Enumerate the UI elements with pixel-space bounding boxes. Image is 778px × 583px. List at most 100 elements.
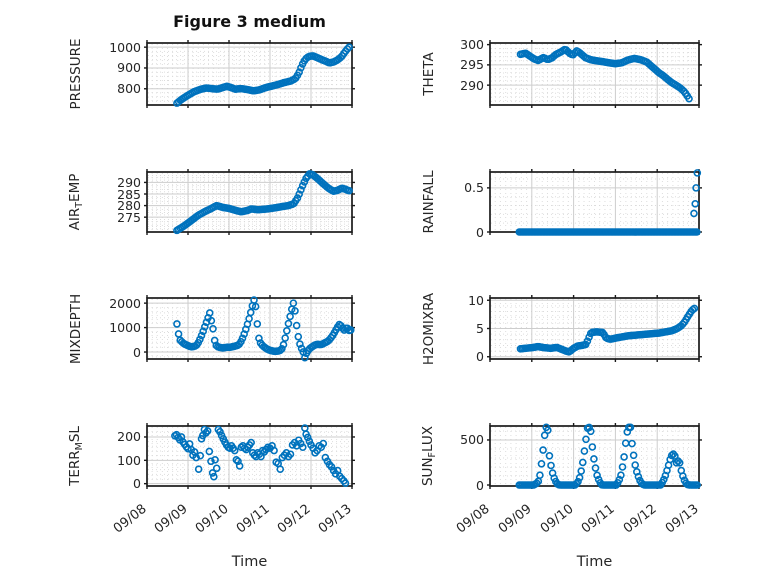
- subplot-theta: THETA 290 295 300: [421, 38, 702, 108]
- mixdepth-data-point: [251, 302, 260, 311]
- mixdepth-plot-area: [144, 295, 355, 362]
- terr-msl-data-point: [235, 462, 244, 470]
- subplot-sun-flux: SUNFLUX 0 500 09/08 09/09 09/10 09/11 09/12 09/1…: [420, 423, 702, 536]
- mixdepth-ytick-label: 2000: [109, 295, 141, 311]
- rainfall-data-point: [690, 209, 698, 218]
- sun-flux-data-point: [585, 423, 593, 432]
- sun-flux-data-point: [618, 463, 627, 471]
- theta-plot-area: [487, 40, 702, 108]
- air-temp-ytick-label: 285: [117, 186, 141, 202]
- sun-flux-data-point: [634, 472, 643, 481]
- sun-flux-data-point: [628, 439, 636, 448]
- theta-ytick-label: 295: [460, 57, 484, 73]
- sun-flux-data-point: [532, 479, 541, 487]
- sun-flux-data-point: [540, 431, 549, 440]
- mixdepth-data-point: [245, 314, 253, 323]
- terr-msl-data-point: [212, 464, 221, 473]
- theta-ytick-label: 290: [460, 77, 484, 93]
- h2omixra-data-point: [583, 337, 592, 346]
- sun-flux-data-point: [539, 446, 547, 454]
- mixdepth-data-point: [173, 320, 181, 328]
- mixdepth-ytick-label: 1000: [109, 320, 141, 336]
- sun-flux-data-point: [672, 459, 681, 467]
- sun-flux-plot-area: [487, 423, 702, 489]
- sun-flux-data-point: [575, 473, 584, 482]
- mixdepth-data-point: [201, 322, 209, 331]
- sun-flux-data-point: [593, 471, 601, 480]
- sun-flux-data-point: [620, 453, 628, 461]
- mixdepth-ytick-label: 0: [133, 344, 141, 360]
- sun-flux-ytick-label: 0: [476, 477, 484, 493]
- mixdepth-data-point: [283, 327, 291, 335]
- mixdepth-data-point: [286, 312, 294, 321]
- mixdepth-data-point: [281, 334, 289, 342]
- subplot-mixdepth: MIXDEPTH 0 1000 2000: [68, 293, 355, 364]
- air-temp-ytick-label: 275: [117, 209, 141, 225]
- rainfall-data-point: [691, 199, 700, 208]
- pressure-ytick-label: 1000: [109, 39, 141, 55]
- terr-msl-data-point: [299, 443, 307, 452]
- sun-flux-data-point: [547, 461, 555, 470]
- sun-flux-data-point: [674, 457, 682, 465]
- pressure-data-point: [297, 63, 305, 72]
- terr-msl-data-point: [286, 450, 295, 459]
- theta-ytick-label: 300: [460, 37, 484, 53]
- sun-flux-data-point: [590, 455, 598, 463]
- terr-msl-data-point: [194, 465, 203, 473]
- terr-msl-data-point: [216, 428, 224, 436]
- terr-msl-data-point: [282, 449, 291, 457]
- terr-msl-data-point: [327, 463, 336, 471]
- rainfall-ylabel: RAINFALL: [421, 170, 437, 234]
- terr-msl-plot-area: [144, 423, 355, 489]
- terr-msl-data-point: [232, 456, 241, 464]
- pressure-ytick-label: 800: [117, 81, 141, 97]
- terr-msl-data-point: [210, 472, 218, 481]
- h2omixra-ytick-label: 5: [476, 321, 484, 336]
- pressure-plot-area: [144, 40, 355, 108]
- mixdepth-data-point: [205, 309, 214, 317]
- h2omixra-data-point: [690, 304, 699, 313]
- sun-flux-data-point: [586, 427, 595, 436]
- terr-msl-data-point: [192, 453, 201, 462]
- terr-msl-ytick-label: 0: [133, 476, 141, 492]
- sun-flux-data-point: [629, 451, 638, 460]
- rainfall-data-point: [693, 228, 701, 236]
- sun-flux-data-point: [615, 475, 624, 484]
- sun-flux-data-point: [591, 464, 600, 472]
- mixdepth-data-point: [278, 345, 286, 353]
- mixdepth-data-point: [209, 325, 217, 333]
- air-temp-data-point: [297, 185, 305, 194]
- sun-flux-data-point: [537, 460, 546, 468]
- mixdepth-data-point: [196, 335, 204, 344]
- rainfall-data-point: [692, 184, 700, 192]
- terr-msl-data-point: [230, 446, 239, 455]
- terr-msl-ytick-label: 200: [117, 429, 141, 445]
- pressure-data-point: [343, 45, 352, 53]
- rainfall-ytick-label: 0.5: [464, 180, 484, 196]
- sun-flux-data-point: [588, 443, 597, 451]
- air-temp-data-point: [295, 190, 303, 198]
- x-axis-label-left: Time: [231, 554, 268, 570]
- sun-flux-data-point: [578, 458, 587, 467]
- terr-msl-data-point: [203, 427, 212, 435]
- theta-data-point: [685, 94, 693, 103]
- subplot-terr-msl: TERRMSL 0 100 200 09/08 09/09 09/10 09/11 09/12 0…: [67, 423, 355, 536]
- mixdepth-data-point: [279, 340, 288, 349]
- figure-title: Figure 3 medium: [173, 12, 326, 31]
- subplot-air-temp: AIRTEMP 275 280 285 290: [67, 169, 355, 235]
- terr-msl-data-point: [317, 443, 326, 452]
- mixdepth-data-point: [207, 316, 216, 325]
- mixdepth-data-point: [291, 307, 299, 315]
- terr-msl-data-point: [305, 437, 314, 445]
- rainfall-data-point: [693, 169, 702, 177]
- sun-flux-data-point: [544, 426, 552, 434]
- air-temp-plot-area: [144, 169, 355, 235]
- terr-msl-data-point: [341, 479, 350, 487]
- sun-flux-data-point: [580, 447, 589, 455]
- terr-msl-ytick-label: 100: [117, 452, 141, 468]
- sun-flux-data-point: [693, 481, 701, 489]
- sun-flux-data-point: [626, 423, 635, 432]
- sun-flux-ytick-label: 500: [460, 432, 484, 448]
- terr-msl-data-point: [247, 438, 255, 447]
